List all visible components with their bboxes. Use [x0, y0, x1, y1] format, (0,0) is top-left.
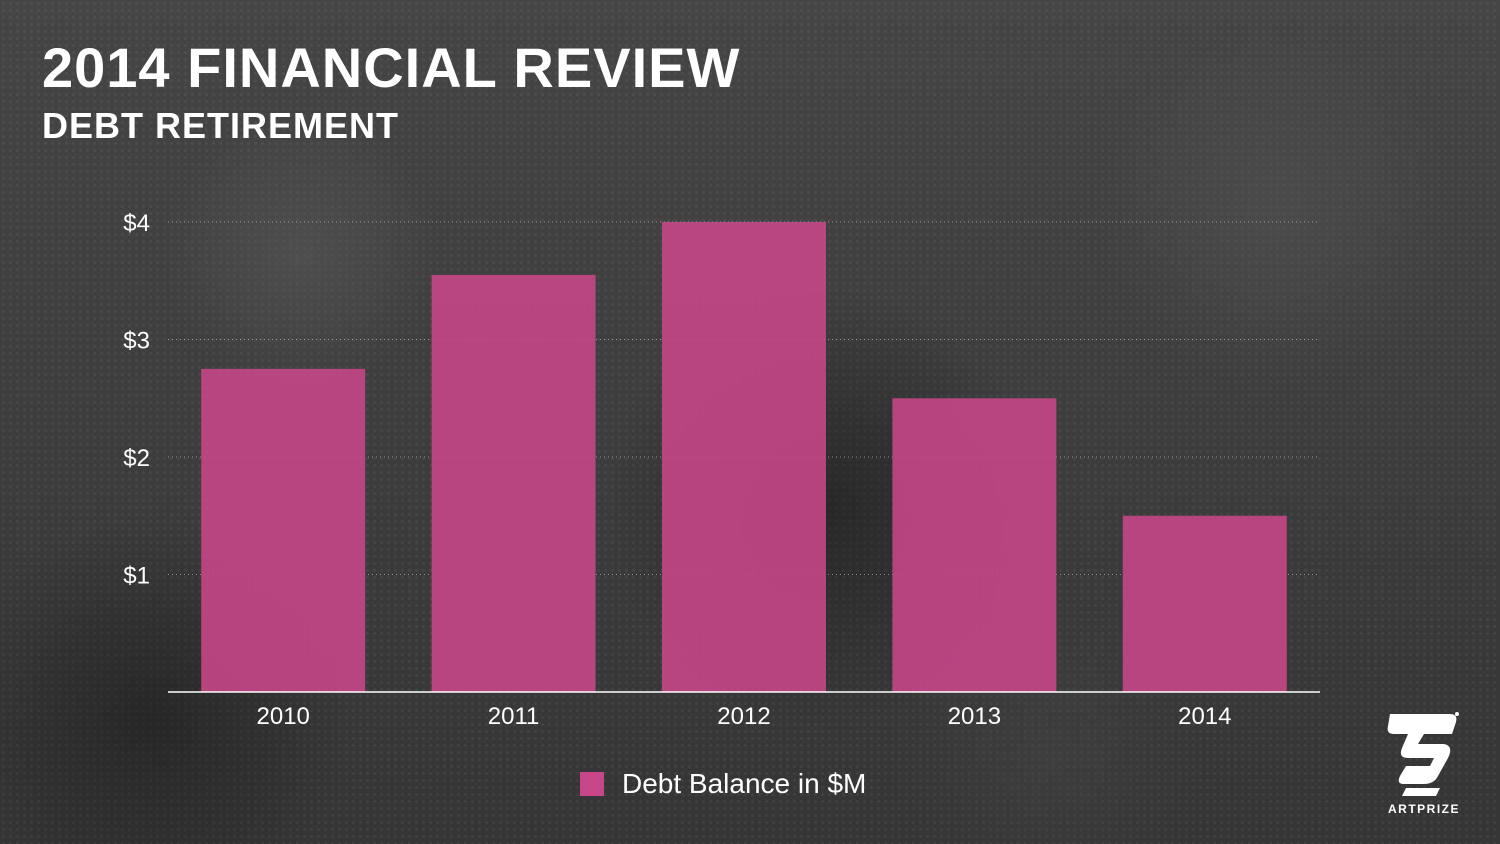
y-tick-label: $3: [123, 328, 150, 355]
x-tick-label: 2014: [1178, 703, 1231, 730]
bar: [1122, 515, 1287, 692]
bar: [662, 222, 826, 692]
bar: [201, 368, 366, 692]
y-tick-label: $2: [123, 445, 150, 472]
y-tick-label: $4: [123, 210, 150, 237]
y-tick-label: $1: [123, 563, 150, 590]
artprize-logo-icon: [1387, 712, 1459, 796]
bar: [892, 398, 1057, 692]
legend-swatch: [580, 772, 604, 796]
bar: [431, 274, 596, 692]
x-tick-label: 2011: [488, 703, 540, 730]
page-title: 2014 FINANCIAL REVIEW: [42, 36, 741, 99]
logo-text: ARTPRIZE: [1388, 802, 1460, 816]
chart-legend: Debt Balance in $M: [580, 768, 866, 800]
legend-label: Debt Balance in $M: [622, 768, 867, 799]
x-tick-label: 2012: [717, 703, 770, 730]
artprize-logo: ARTPRIZE: [1384, 710, 1464, 820]
page-subtitle: DEBT RETIREMENT: [42, 105, 399, 146]
x-tick-label: 2013: [948, 703, 1001, 730]
x-tick-label: 2010: [257, 703, 310, 730]
